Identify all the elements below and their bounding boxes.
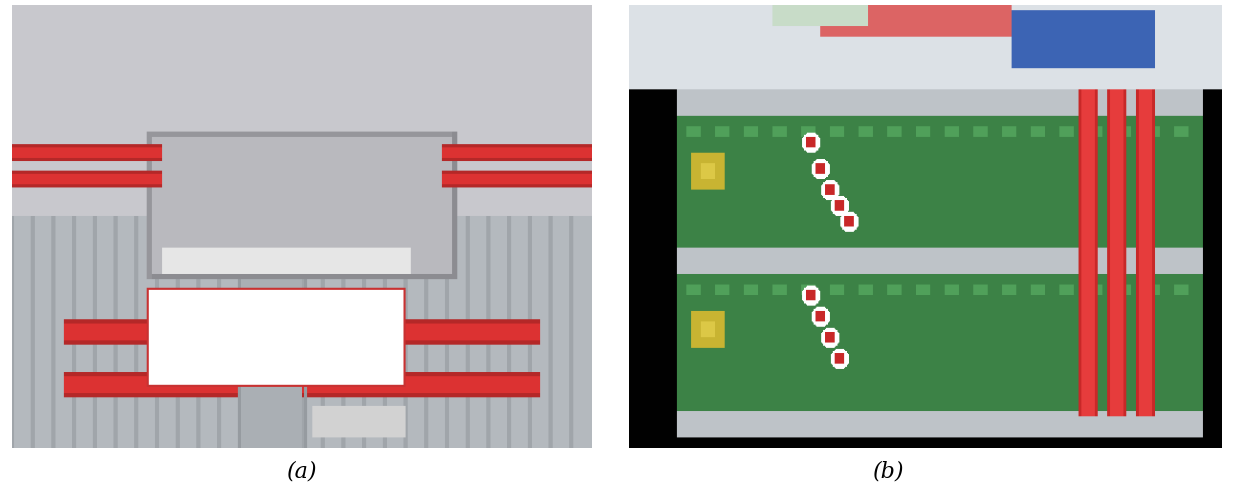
Text: (a): (a) [288,460,317,482]
Text: (b): (b) [872,460,905,482]
